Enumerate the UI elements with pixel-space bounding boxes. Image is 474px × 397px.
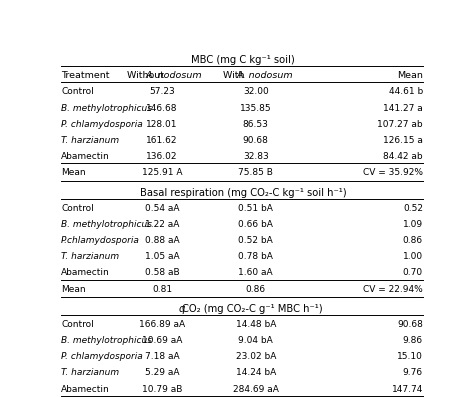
Text: 57.23: 57.23 [149,87,175,96]
Text: 135.85: 135.85 [240,104,272,113]
Text: T. harzianum: T. harzianum [61,368,119,377]
Text: 166.89 aA: 166.89 aA [139,320,185,329]
Text: 23.02 bA: 23.02 bA [236,352,276,361]
Text: 1.09: 1.09 [403,220,423,229]
Text: Control: Control [61,320,94,329]
Text: 9.04 bA: 9.04 bA [238,336,273,345]
Text: 32.00: 32.00 [243,87,269,96]
Text: P. chlamydosporia: P. chlamydosporia [61,120,143,129]
Text: 0.88 aA: 0.88 aA [145,236,180,245]
Text: 126.15 a: 126.15 a [383,136,423,145]
Text: 147.74: 147.74 [392,385,423,393]
Text: 107.27 ab: 107.27 ab [377,120,423,129]
Text: Mean: Mean [61,168,86,177]
Text: 9.76: 9.76 [403,368,423,377]
Text: 0.81: 0.81 [152,285,172,293]
Text: Abamectin: Abamectin [61,268,110,278]
Text: 0.52 bA: 0.52 bA [238,236,273,245]
Text: CO₂ (mg CO₂-C g⁻¹ MBC h⁻¹): CO₂ (mg CO₂-C g⁻¹ MBC h⁻¹) [182,304,323,314]
Text: 0.51 bA: 0.51 bA [238,204,273,212]
Text: Abamectin: Abamectin [61,385,110,393]
Text: 0.70: 0.70 [403,268,423,278]
Text: P. chlamydosporia: P. chlamydosporia [61,352,143,361]
Text: 44.61 b: 44.61 b [389,87,423,96]
Text: Treatment: Treatment [61,71,109,80]
Text: Without: Without [127,71,167,80]
Text: 1.05 aA: 1.05 aA [145,252,180,261]
Text: 1.60 aA: 1.60 aA [238,268,273,278]
Text: Mean: Mean [397,71,423,80]
Text: 0.78 bA: 0.78 bA [238,252,273,261]
Text: 14.48 bA: 14.48 bA [236,320,276,329]
Text: q: q [178,304,185,314]
Text: P.chlamydosporia: P.chlamydosporia [61,236,140,245]
Text: 0.66 bA: 0.66 bA [238,220,273,229]
Text: 90.68: 90.68 [397,320,423,329]
Text: 141.27 a: 141.27 a [383,104,423,113]
Text: 1.22 aA: 1.22 aA [145,220,179,229]
Text: 75.85 B: 75.85 B [238,168,273,177]
Text: CV = 22.94%: CV = 22.94% [363,285,423,293]
Text: 14.24 bA: 14.24 bA [236,368,276,377]
Text: CV = 35.92%: CV = 35.92% [363,168,423,177]
Text: 161.62: 161.62 [146,136,178,145]
Text: 1.00: 1.00 [403,252,423,261]
Text: T. harzianum: T. harzianum [61,136,119,145]
Text: 15.10: 15.10 [397,352,423,361]
Text: 32.83: 32.83 [243,152,269,161]
Text: 0.58 aB: 0.58 aB [145,268,180,278]
Text: B. methylotrophicus: B. methylotrophicus [61,336,152,345]
Text: B. methylotrophicus: B. methylotrophicus [61,104,152,113]
Text: 7.18 aA: 7.18 aA [145,352,180,361]
Text: A. nodosum: A. nodosum [237,71,293,80]
Text: 86.53: 86.53 [243,120,269,129]
Text: 136.02: 136.02 [146,152,178,161]
Text: 128.01: 128.01 [146,120,178,129]
Text: 5.29 aA: 5.29 aA [145,368,179,377]
Text: Control: Control [61,87,94,96]
Text: B. methylotrophicus: B. methylotrophicus [61,220,152,229]
Text: Control: Control [61,204,94,212]
Text: Abamectin: Abamectin [61,152,110,161]
Text: 284.69 aA: 284.69 aA [233,385,279,393]
Text: 10.69 aA: 10.69 aA [142,336,182,345]
Text: 125.91 A: 125.91 A [142,168,182,177]
Text: With: With [223,71,247,80]
Text: A. nodosum: A. nodosum [146,71,202,80]
Text: 10.79 aB: 10.79 aB [142,385,182,393]
Text: 0.54 aA: 0.54 aA [145,204,179,212]
Text: 0.86: 0.86 [403,236,423,245]
Text: 9.86: 9.86 [403,336,423,345]
Text: 84.42 ab: 84.42 ab [383,152,423,161]
Text: MBC (mg C kg⁻¹ soil): MBC (mg C kg⁻¹ soil) [191,55,295,65]
Text: T. harzianum: T. harzianum [61,252,119,261]
Text: 0.52: 0.52 [403,204,423,212]
Text: 90.68: 90.68 [243,136,269,145]
Text: Mean: Mean [61,285,86,293]
Text: 146.68: 146.68 [146,104,178,113]
Text: Basal respiration (mg CO₂-C kg⁻¹ soil h⁻¹): Basal respiration (mg CO₂-C kg⁻¹ soil h⁻… [140,188,346,198]
Text: 0.86: 0.86 [246,285,266,293]
